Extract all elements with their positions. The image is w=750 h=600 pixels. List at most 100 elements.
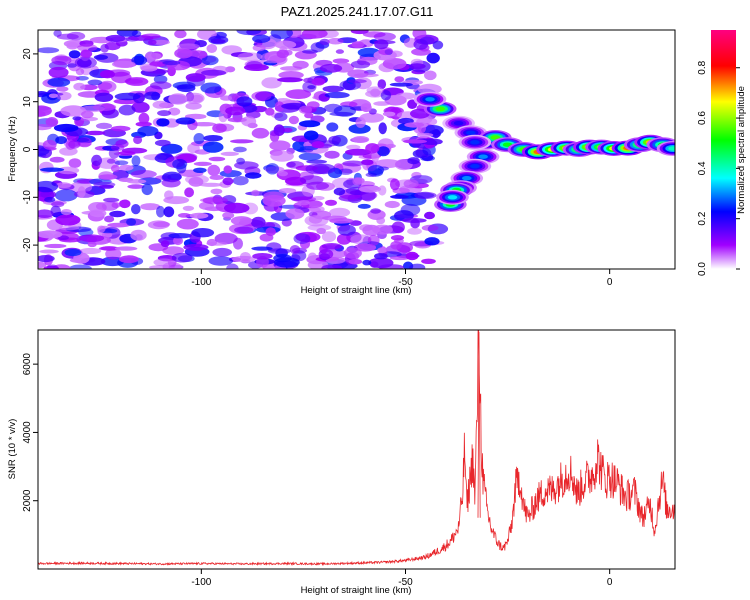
noise-speckle <box>156 205 165 218</box>
noise-speckle <box>274 40 297 49</box>
snr-frame <box>37 329 676 570</box>
noise-speckle <box>236 96 253 107</box>
noise-speckle <box>244 172 262 179</box>
signal-blob <box>458 158 492 174</box>
noise-speckle <box>72 116 82 121</box>
noise-speckle <box>265 107 275 116</box>
noise-speckle <box>130 229 147 241</box>
noise-speckle <box>99 70 115 79</box>
noise-speckle <box>183 243 209 251</box>
noise-speckle <box>338 168 353 175</box>
noise-speckle <box>59 147 78 156</box>
noise-speckle <box>306 159 327 164</box>
noise-speckle <box>160 240 170 248</box>
noise-speckle <box>380 90 392 101</box>
noise-speckle <box>321 264 343 269</box>
noise-speckle <box>97 225 106 233</box>
noise-speckle <box>360 103 372 113</box>
noise-speckle <box>225 106 246 116</box>
noise-speckle <box>342 160 365 167</box>
noise-speckle <box>64 249 82 257</box>
noise-speckle <box>184 92 205 104</box>
noise-speckle <box>100 246 118 251</box>
noise-speckle <box>223 202 250 214</box>
noise-speckle <box>42 139 57 150</box>
noise-speckle <box>192 122 217 127</box>
noise-speckle <box>285 208 305 220</box>
noise-speckle <box>236 157 246 165</box>
noise-speckle <box>389 178 400 191</box>
noise-speckle <box>207 164 221 177</box>
noise-speckle <box>173 236 183 246</box>
noise-speckle <box>119 199 131 209</box>
noise-speckle <box>81 110 94 119</box>
noise-speckle <box>202 196 228 205</box>
signal-blob <box>413 91 447 107</box>
noise-speckle <box>68 264 92 269</box>
noise-speckle <box>389 82 413 87</box>
noise-speckle <box>407 227 422 235</box>
noise-speckle <box>135 121 152 127</box>
noise-speckle <box>335 49 344 54</box>
noise-speckle <box>48 93 59 99</box>
noise-speckle <box>237 52 263 61</box>
colorbar-tick-label: 0.2 <box>697 211 708 225</box>
noise-speckle <box>147 52 162 60</box>
noise-speckle <box>53 123 79 133</box>
noise-speckle <box>68 50 81 59</box>
noise-speckle <box>354 73 379 78</box>
noise-speckle <box>292 60 309 69</box>
signal-contour <box>453 121 464 126</box>
noise-speckle <box>421 224 439 231</box>
noise-speckle <box>176 43 200 50</box>
noise-speckle <box>329 218 354 224</box>
noise-speckle <box>61 209 72 216</box>
noise-speckle <box>212 123 227 133</box>
noise-speckle <box>303 130 319 141</box>
noise-speckle <box>222 212 235 219</box>
signal-contour <box>668 146 675 151</box>
noise-speckle <box>40 190 57 199</box>
noise-speckle <box>39 249 59 254</box>
noise-speckle <box>210 188 223 195</box>
noise-speckle <box>324 150 340 159</box>
noise-speckle <box>105 248 122 260</box>
snr-x-tick-label: -100 <box>191 577 211 588</box>
noise-speckle <box>404 122 425 128</box>
noise-speckle <box>185 174 209 185</box>
noise-speckle <box>79 234 105 242</box>
noise-speckle <box>46 264 59 269</box>
noise-speckle <box>309 205 325 213</box>
noise-speckle <box>193 167 207 173</box>
noise-speckle <box>176 84 196 93</box>
noise-speckle <box>325 199 337 206</box>
noise-speckle <box>208 256 234 266</box>
snr-x-tick-label: 0 <box>607 577 613 588</box>
noise-speckle <box>346 144 361 150</box>
noise-speckle <box>141 33 161 39</box>
noise-speckle <box>114 160 129 166</box>
colorbar-tick-label: 0.6 <box>697 111 708 125</box>
noise-speckle <box>408 63 426 70</box>
noise-speckle <box>371 150 380 163</box>
noise-speckle <box>218 111 228 123</box>
noise-speckle <box>150 81 172 90</box>
signal-contour <box>470 140 480 145</box>
noise-speckle <box>278 71 304 80</box>
noise-speckle <box>230 216 253 226</box>
noise-speckle <box>395 92 416 100</box>
noise-speckle <box>147 220 170 230</box>
noise-speckle <box>305 163 330 175</box>
noise-speckle <box>163 206 175 218</box>
noise-speckle <box>319 38 330 46</box>
noise-speckle <box>174 30 187 39</box>
noise-speckle <box>419 36 435 45</box>
noise-speckle <box>265 227 276 237</box>
noise-speckle <box>274 257 300 268</box>
signal-contour <box>490 135 501 140</box>
noise-speckle <box>329 207 351 218</box>
noise-speckle <box>198 182 223 187</box>
noise-speckle <box>332 58 350 64</box>
